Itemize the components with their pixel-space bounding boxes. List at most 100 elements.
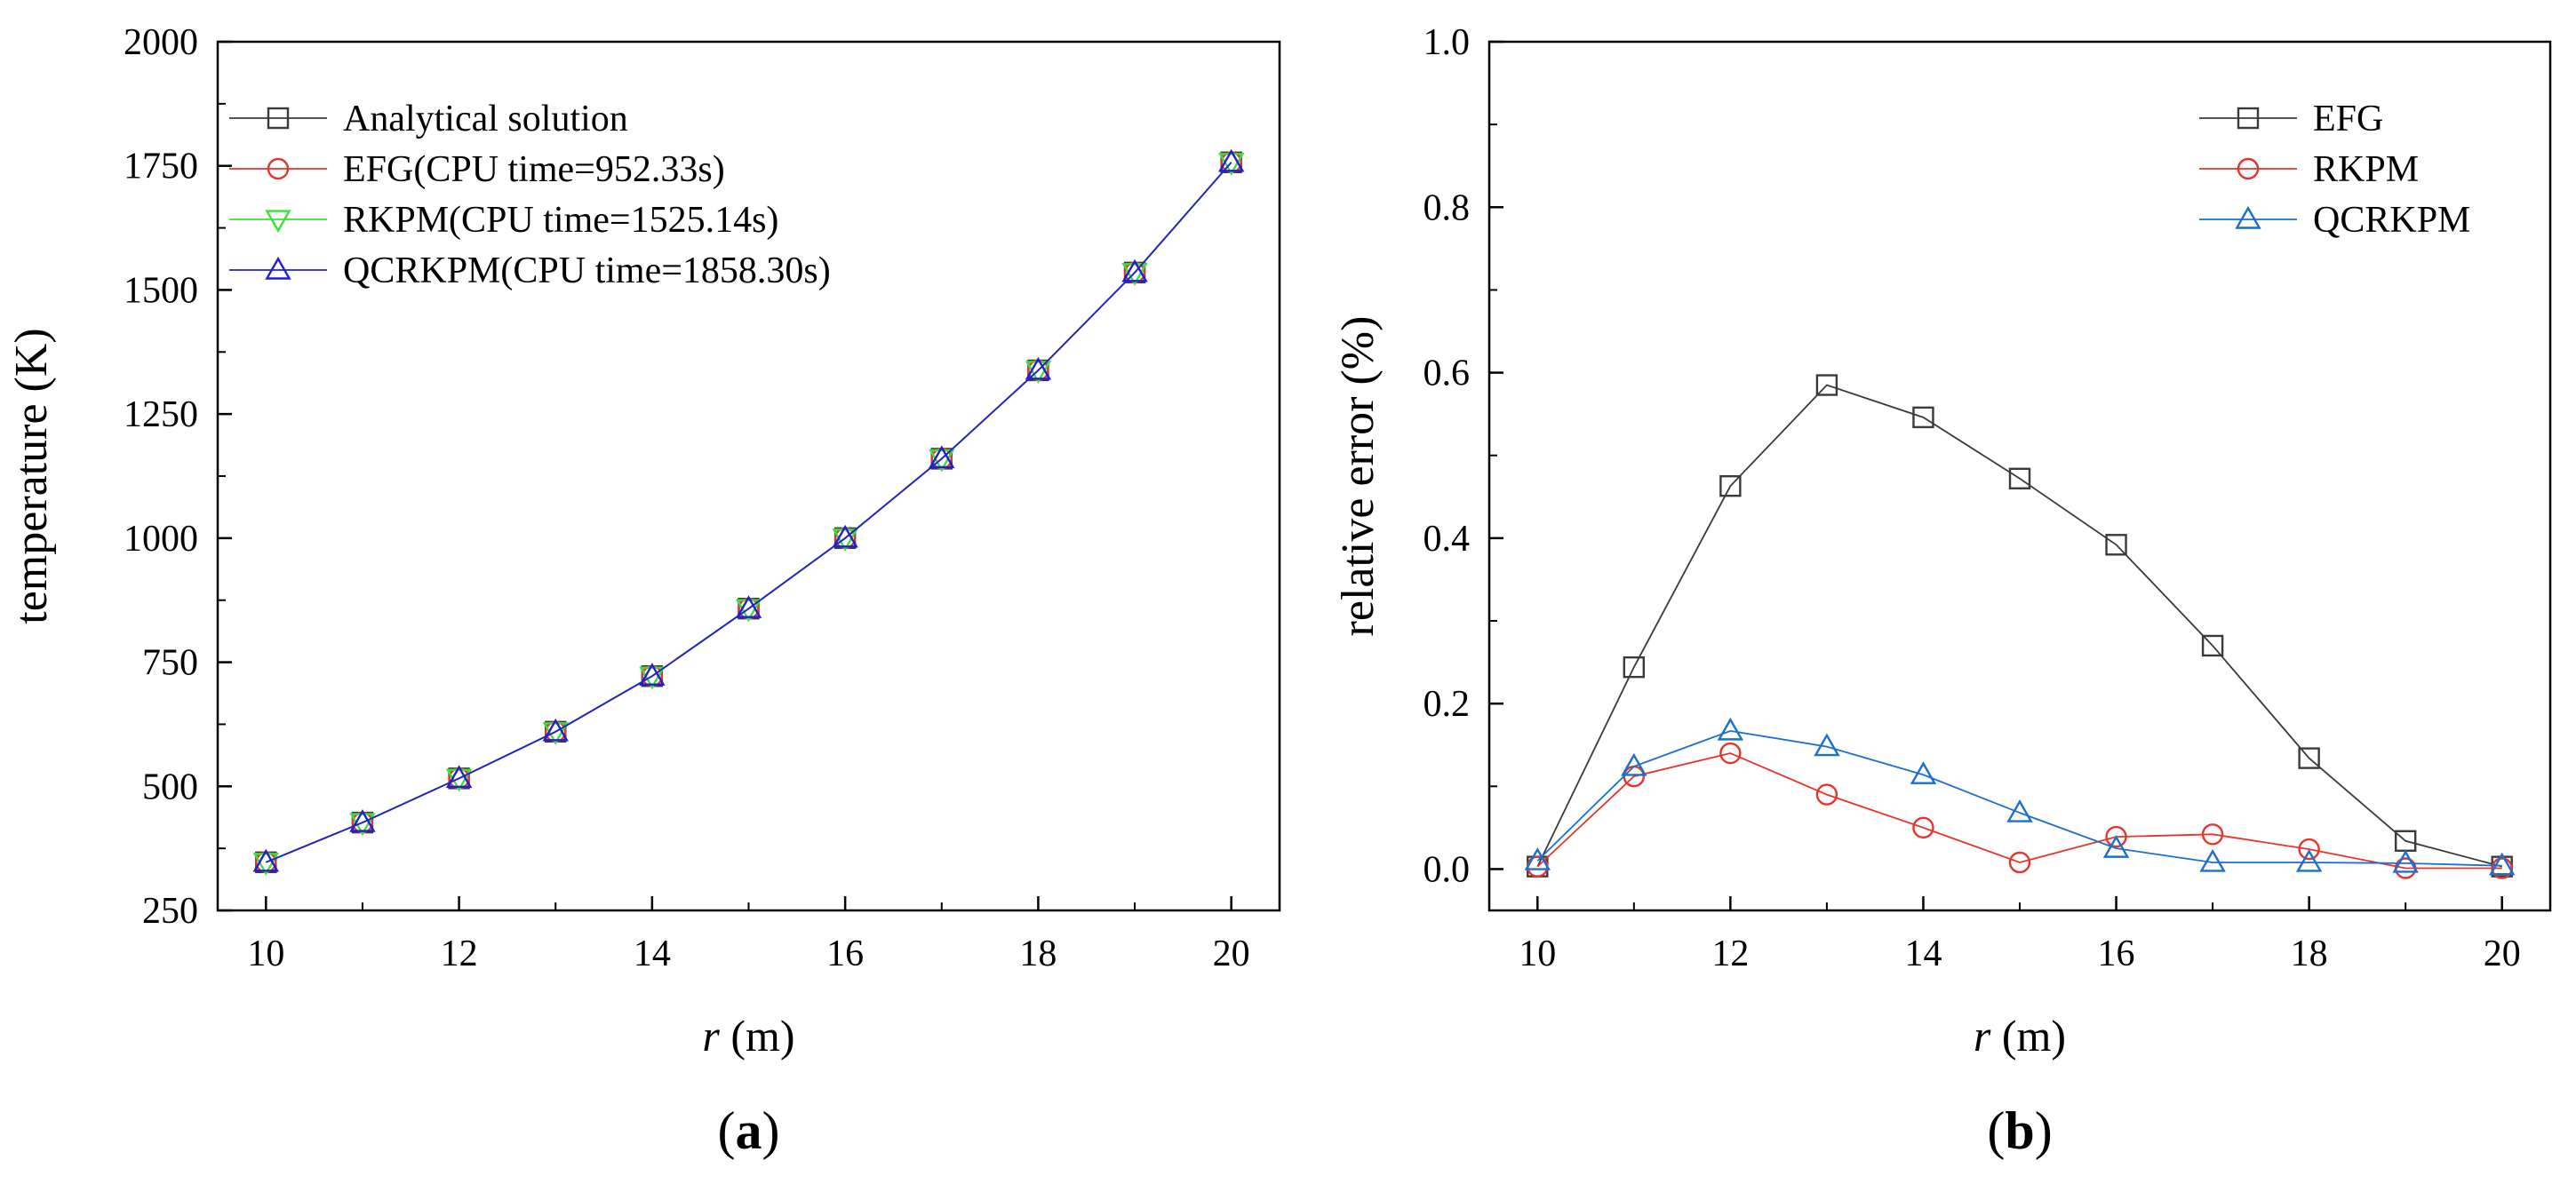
data-point bbox=[832, 528, 858, 552]
y-tick-label: 1000 bbox=[124, 519, 198, 560]
panel-label-open: ( bbox=[1987, 1101, 2005, 1160]
data-point bbox=[349, 813, 376, 837]
data-point bbox=[349, 809, 376, 832]
panel-b-relative-error-chart: 10 12 14 16 18 20 0.0 0.2 0.4 0.6 0.8 1.0 r (m) relat… bbox=[1333, 22, 2552, 1160]
legend-entry: QCRKPM(CPU time=1858.30s) bbox=[229, 250, 831, 291]
data-point bbox=[2102, 835, 2130, 858]
data-point bbox=[2298, 838, 2320, 861]
data-point bbox=[1121, 263, 1148, 286]
y-tick-label: 2000 bbox=[124, 22, 198, 63]
data-point bbox=[2392, 849, 2419, 873]
x-tick-label: 20 bbox=[1213, 934, 1250, 974]
legend-entry: EFG bbox=[2199, 99, 2383, 139]
x-tick-label: 10 bbox=[247, 934, 284, 974]
series-qcrkpm bbox=[252, 148, 1245, 872]
data-point bbox=[639, 663, 666, 686]
y-tick-label: 1250 bbox=[124, 394, 198, 435]
data-point bbox=[445, 768, 473, 792]
data-point bbox=[2489, 852, 2516, 876]
data-point bbox=[2298, 747, 2320, 769]
y-tick-label: 0.4 bbox=[1424, 519, 1471, 560]
y-tick-label: 750 bbox=[142, 643, 198, 684]
series-line bbox=[1536, 384, 2502, 868]
data-point bbox=[2491, 857, 2513, 879]
series-line bbox=[1536, 729, 2502, 867]
data-point bbox=[735, 599, 762, 623]
x-tick-label: 12 bbox=[441, 934, 478, 974]
x-tick-label: 16 bbox=[2098, 934, 2135, 974]
y-tick-label: 250 bbox=[142, 891, 198, 932]
data-point bbox=[1121, 258, 1148, 282]
legend-label: Analytical solution bbox=[343, 99, 628, 139]
panel-label-close: ) bbox=[2035, 1101, 2053, 1160]
legend-label: EFG bbox=[2313, 99, 2383, 139]
data-point bbox=[832, 524, 858, 548]
series-line bbox=[1536, 752, 2502, 870]
data-point bbox=[1623, 656, 1646, 679]
data-point bbox=[1217, 148, 1245, 172]
y-tick-label: 0.8 bbox=[1424, 187, 1471, 228]
x-tick-label: 18 bbox=[1019, 934, 1057, 974]
y-tick-label: 1500 bbox=[124, 270, 198, 311]
y-tick-label: 0.0 bbox=[1424, 849, 1471, 890]
legend-marker bbox=[2235, 205, 2261, 229]
data-point bbox=[252, 853, 280, 876]
data-point bbox=[542, 722, 569, 745]
x-tick-label: 10 bbox=[1519, 934, 1556, 974]
legend-label: QCRKPM(CPU time=1858.30s) bbox=[343, 250, 831, 291]
panel-label-letter: b bbox=[2005, 1101, 2034, 1160]
legend-label: EFG(CPU time=952.33s) bbox=[343, 149, 725, 190]
x-tick-label: 12 bbox=[1711, 934, 1749, 974]
data-point bbox=[1217, 153, 1245, 176]
data-point bbox=[2201, 823, 2224, 846]
x-axis-label-unit: (m) bbox=[1990, 1011, 2066, 1061]
y-tick-label: 1750 bbox=[124, 147, 198, 187]
x-axis-label-variable: r bbox=[702, 1011, 720, 1061]
data-point bbox=[1910, 761, 1937, 784]
x-axis-label-unit: (m) bbox=[720, 1011, 795, 1061]
legend-entry: RKPM(CPU time=1525.14s) bbox=[229, 200, 778, 241]
x-tick-label: 14 bbox=[634, 934, 671, 974]
y-axis-label: relative error (%) bbox=[1333, 316, 1384, 637]
panel-label-open: ( bbox=[718, 1101, 736, 1160]
x-axis-label: r (m) bbox=[702, 1011, 794, 1061]
legend-entry: Analytical solution bbox=[229, 99, 628, 139]
legend-marker bbox=[267, 157, 290, 180]
x-tick-label: 18 bbox=[2291, 934, 2328, 974]
panel-label-close: ) bbox=[762, 1101, 780, 1160]
legend-entry: QCRKPM bbox=[2199, 200, 2470, 241]
data-point bbox=[1719, 742, 1742, 765]
data-point bbox=[1719, 474, 1742, 497]
data-point bbox=[1815, 374, 1838, 396]
data-point bbox=[929, 445, 955, 469]
x-tick-label: 16 bbox=[826, 934, 864, 974]
data-point bbox=[1815, 783, 1838, 806]
data-point bbox=[1524, 847, 1551, 870]
legend-marker bbox=[2237, 107, 2260, 130]
y-tick-label: 1.0 bbox=[1424, 22, 1471, 63]
y-axis-label: temperature (K) bbox=[6, 328, 57, 624]
data-point bbox=[2295, 848, 2323, 872]
panel-label: (b) bbox=[1987, 1101, 2052, 1160]
series-qcrkpm bbox=[1524, 717, 2516, 876]
y-tick-label: 0.2 bbox=[1424, 684, 1471, 725]
legend-marker bbox=[265, 210, 291, 234]
data-point bbox=[2105, 534, 2127, 556]
data-point bbox=[1025, 356, 1052, 380]
data-point bbox=[1621, 752, 1647, 776]
panel-label: (a) bbox=[718, 1101, 780, 1160]
x-tick-label: 20 bbox=[2484, 934, 2521, 974]
legend-marker bbox=[265, 256, 291, 280]
x-axis-label-variable: r bbox=[1974, 1011, 1991, 1061]
data-point bbox=[2006, 799, 2033, 822]
data-point bbox=[2008, 467, 2031, 489]
panel-label-letter: a bbox=[736, 1101, 762, 1160]
x-tick-label: 14 bbox=[1904, 934, 1942, 974]
data-point bbox=[2201, 634, 2224, 657]
data-point bbox=[542, 718, 569, 742]
data-point bbox=[2199, 848, 2226, 872]
data-point bbox=[1025, 361, 1052, 385]
legend-label: RKPM(CPU time=1525.14s) bbox=[343, 200, 778, 241]
data-point bbox=[445, 765, 473, 789]
